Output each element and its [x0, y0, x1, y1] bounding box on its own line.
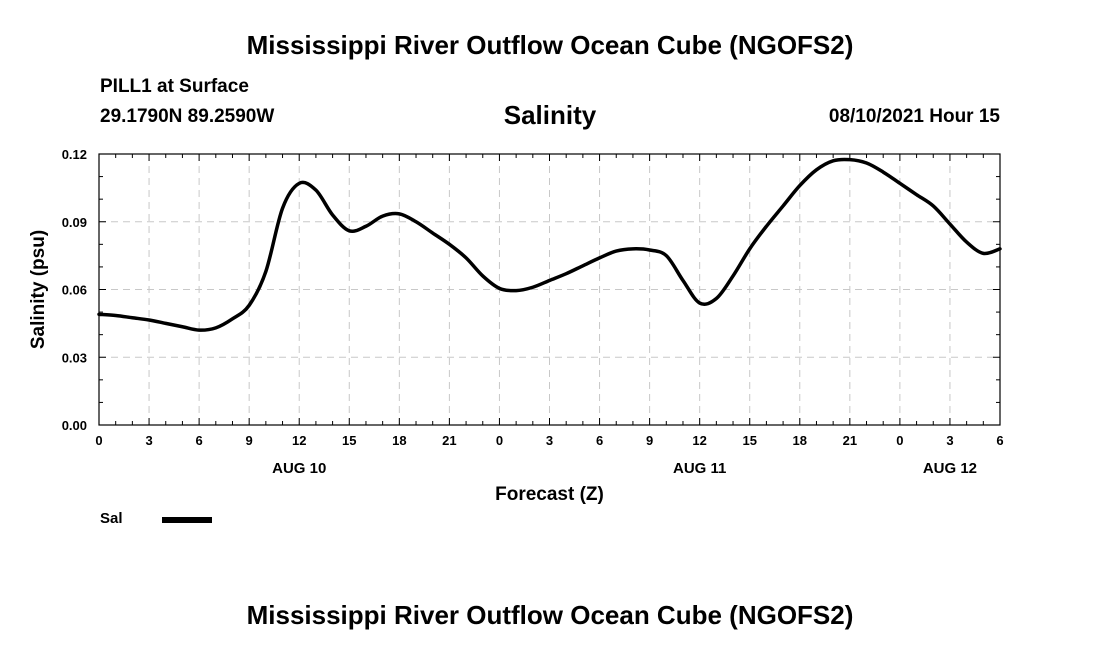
- x-tick-label: 9: [246, 433, 253, 448]
- x-tick-label: 6: [195, 433, 202, 448]
- x-tick-label: 15: [742, 433, 756, 448]
- tick-labels: 0 3 6 9 12 15 18 21 0 3 6 9 12 15 18 21 0 3 6 0.00 0.03 0.06 0…: [28, 147, 1004, 505]
- axes: [98, 153, 1001, 426]
- date-label: AUG 10: [272, 460, 326, 477]
- series-line-sal: [97, 157, 1002, 332]
- run-timestamp: 08/10/2021 Hour 15: [828, 106, 1000, 127]
- x-tick-label: 0: [95, 433, 102, 448]
- date-label: AUG 12: [923, 460, 977, 477]
- x-tick-label: 6: [996, 433, 1003, 448]
- legend-label: Sal: [100, 510, 123, 527]
- x-tick-label: 6: [596, 433, 603, 448]
- legend-swatch: [162, 517, 212, 523]
- station-name: PILL1 at Surface: [100, 76, 249, 97]
- grid-lines: [99, 154, 1000, 425]
- page-title: Mississippi River Outflow Ocean Cube (NG…: [246, 30, 854, 60]
- x-axis-title: Forecast (Z): [495, 484, 604, 505]
- x-tick-label: 0: [496, 433, 503, 448]
- date-label: AUG 11: [673, 460, 726, 477]
- y-tick-label: 0.09: [62, 215, 87, 230]
- station-coordinates: 29.1790N 89.2590W: [100, 106, 275, 127]
- y-tick-label: 0.00: [62, 418, 87, 433]
- x-tick-label: 15: [342, 433, 356, 448]
- x-tick-label: 18: [392, 433, 406, 448]
- x-tick-label: 3: [145, 433, 152, 448]
- y-axis-title: Salinity (psu): [28, 230, 49, 349]
- y-tick-label: 0.03: [62, 350, 87, 365]
- x-tick-label: 0: [896, 433, 903, 448]
- footer-title: Mississippi River Outflow Ocean Cube (NG…: [246, 600, 854, 630]
- x-tick-label: 9: [646, 433, 653, 448]
- x-tick-label: 3: [546, 433, 553, 448]
- x-tick-label: 18: [793, 433, 807, 448]
- x-tick-label: 21: [843, 433, 857, 448]
- x-tick-label: 21: [442, 433, 456, 448]
- series-layer: [97, 157, 1002, 332]
- y-tick-label: 0.06: [62, 283, 87, 298]
- x-tick-label: 12: [292, 433, 306, 448]
- y-tick-label: 0.12: [62, 147, 87, 162]
- x-tick-label: 12: [692, 433, 706, 448]
- x-tick-label: 3: [946, 433, 953, 448]
- chart-title: Salinity: [503, 100, 597, 130]
